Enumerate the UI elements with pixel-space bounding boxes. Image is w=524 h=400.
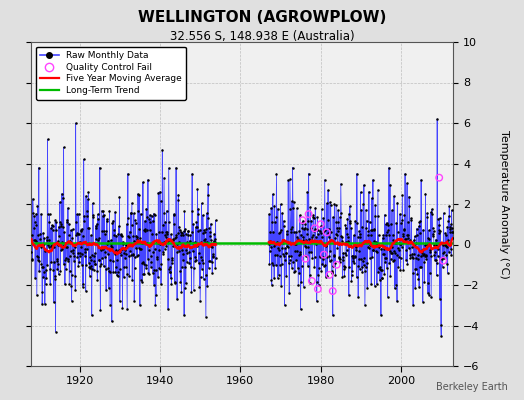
Point — [314, 286, 322, 292]
Point — [439, 258, 447, 264]
Point — [304, 211, 313, 217]
Point — [333, 262, 341, 268]
Point — [325, 272, 334, 278]
Point — [310, 225, 319, 232]
Text: Berkeley Earth: Berkeley Earth — [436, 382, 508, 392]
Point — [316, 221, 325, 228]
Point — [435, 174, 443, 181]
Point — [308, 278, 316, 284]
Point — [301, 256, 310, 262]
Point — [298, 217, 307, 223]
Text: 32.556 S, 148.938 E (Australia): 32.556 S, 148.938 E (Australia) — [170, 30, 354, 43]
Y-axis label: Temperature Anomaly (°C): Temperature Anomaly (°C) — [499, 130, 509, 278]
Point — [329, 288, 337, 294]
Text: WELLINGTON (AGROWPLOW): WELLINGTON (AGROWPLOW) — [138, 10, 386, 25]
Point — [320, 252, 328, 258]
Legend: Raw Monthly Data, Quality Control Fail, Five Year Moving Average, Long-Term Tren: Raw Monthly Data, Quality Control Fail, … — [36, 46, 186, 100]
Point — [322, 229, 331, 236]
